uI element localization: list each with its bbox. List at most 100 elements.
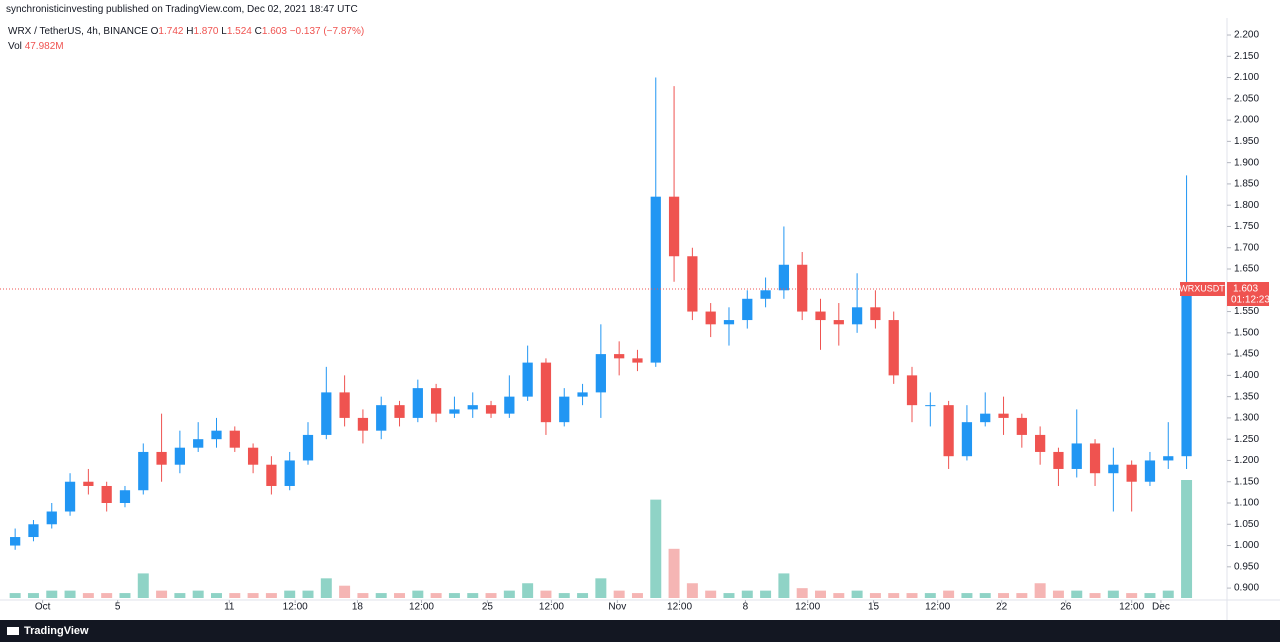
ohlc-label: L xyxy=(221,26,227,37)
y-tick-label: 0.900 xyxy=(1234,583,1259,594)
y-tick-label: 1.550 xyxy=(1234,306,1259,317)
y-tick-label: 1.750 xyxy=(1234,221,1259,232)
volume-bar xyxy=(1144,593,1156,598)
volume-bar xyxy=(741,590,753,598)
x-tick-label: 15 xyxy=(868,602,880,613)
volume-bar xyxy=(595,578,607,598)
publisher: synchronisticinvesting published on Trad… xyxy=(6,4,358,15)
candle-body xyxy=(247,447,259,465)
x-tick-label: 22 xyxy=(996,602,1008,613)
volume-bar xyxy=(558,593,570,598)
change: −0.137 (−7.87%) xyxy=(289,26,365,37)
x-tick-label: 12:00 xyxy=(539,602,564,613)
legend-row: WRX / TetherUS, 4h, BINANCE O1.742 H1.87… xyxy=(8,24,364,39)
volume-bar xyxy=(924,593,936,598)
ohlc-label: H xyxy=(186,26,194,37)
candle-body xyxy=(760,290,771,299)
volume-bar xyxy=(375,593,387,598)
logo xyxy=(7,627,19,635)
candle-body xyxy=(650,196,661,363)
candle-body xyxy=(174,447,186,465)
ohlc-value: 1.603 xyxy=(261,26,287,37)
candle-body xyxy=(1071,443,1082,469)
volume-bar xyxy=(27,593,39,598)
volume-bar xyxy=(174,593,186,598)
y-tick-label: 1.300 xyxy=(1234,413,1259,424)
x-tick-label: Oct xyxy=(35,602,51,613)
volume-value: 47.982M xyxy=(24,41,64,52)
candle-body xyxy=(797,264,808,312)
candle-body xyxy=(138,451,149,491)
volume-bar xyxy=(503,590,515,598)
volume-bar xyxy=(577,593,589,598)
candle-body xyxy=(614,354,625,359)
candle-body xyxy=(467,405,478,410)
y-tick-label: 2.000 xyxy=(1234,115,1259,126)
legend: WRX / TetherUS, 4h, BINANCE O1.742 H1.87… xyxy=(8,24,364,54)
y-tick-label: 2.200 xyxy=(1234,30,1259,41)
candle-body xyxy=(1126,464,1137,482)
volume-bar xyxy=(412,590,424,598)
candle-body xyxy=(266,464,277,486)
x-tick-label: 12:00 xyxy=(283,602,308,613)
candle-body xyxy=(687,256,698,312)
y-tick-label: 1.500 xyxy=(1234,327,1259,338)
volume-bar xyxy=(540,590,552,598)
x-tick-label: 12:00 xyxy=(925,602,950,613)
candle-body xyxy=(943,405,954,457)
y-tick-label: 0.950 xyxy=(1234,561,1259,572)
candle-body xyxy=(376,405,387,431)
candle-body xyxy=(193,439,204,448)
volume-bar xyxy=(394,593,406,598)
countdown: 01:12:23 xyxy=(1231,295,1270,306)
y-tick-label: 1.150 xyxy=(1234,476,1259,487)
candle-body xyxy=(46,511,57,525)
candle-body xyxy=(431,388,442,414)
candle-body xyxy=(1035,434,1046,452)
volume-bar xyxy=(1016,593,1028,598)
volume-bar xyxy=(1052,590,1064,598)
candle-body xyxy=(156,451,167,465)
y-tick-label: 1.700 xyxy=(1234,242,1259,253)
candle-body xyxy=(394,405,405,418)
ohlc-value: 1.870 xyxy=(193,26,219,37)
volume-bar xyxy=(943,590,955,598)
x-tick-label: 8 xyxy=(743,602,749,613)
candle-body xyxy=(10,537,21,546)
candle-body xyxy=(632,358,643,363)
candle-body xyxy=(302,434,314,461)
volume-bar xyxy=(320,578,332,598)
candle-body xyxy=(321,392,332,435)
candle-body xyxy=(357,417,369,431)
candle-body xyxy=(980,413,991,423)
x-tick-label: 12:00 xyxy=(667,602,692,613)
volume-bar xyxy=(522,583,534,598)
candle-body xyxy=(485,405,497,414)
ohlc-label: C xyxy=(254,26,262,37)
y-tick-label: 1.200 xyxy=(1234,455,1259,466)
candle-body xyxy=(723,320,735,325)
price-tag-box xyxy=(1227,282,1269,307)
volume-bar xyxy=(668,548,680,598)
y-tick-label: 1.800 xyxy=(1234,200,1259,211)
footer: TradingView xyxy=(0,620,1280,642)
volume-bar xyxy=(833,593,845,598)
chart: 0.900 0.950 1.000 1.050 1.100 1.150 1.200 1.250… xyxy=(0,18,1280,620)
candle-body xyxy=(870,307,881,321)
volume-bar xyxy=(247,593,259,598)
volume-bar xyxy=(137,573,149,598)
volume-bar xyxy=(851,590,863,598)
candle-body xyxy=(1144,460,1156,482)
y-tick-label: 1.950 xyxy=(1234,136,1259,147)
x-tick-label: 5 xyxy=(115,602,121,613)
candle-body xyxy=(925,405,936,407)
candle-body xyxy=(119,490,131,503)
y-tick-label: 2.150 xyxy=(1234,51,1259,62)
volume-bar xyxy=(302,590,314,598)
volume-bar xyxy=(1089,593,1101,598)
y-tick-label: 1.450 xyxy=(1234,349,1259,360)
y-tick-label: 1.000 xyxy=(1234,540,1259,551)
candle-body xyxy=(1163,456,1174,461)
y-tick-label: 1.050 xyxy=(1234,519,1259,530)
volume-bar xyxy=(1162,590,1174,598)
